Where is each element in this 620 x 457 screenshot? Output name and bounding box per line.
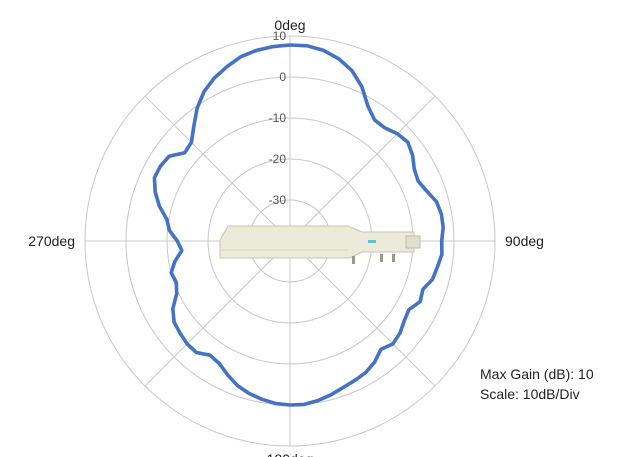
- grid-spoke: [144, 95, 291, 242]
- angle-label: 0deg: [274, 17, 305, 33]
- grid-spoke: [289, 240, 436, 387]
- angle-label: 180deg: [267, 451, 314, 457]
- scale-label: Scale: 10dB/Div: [480, 386, 580, 402]
- grid-spoke: [289, 95, 436, 242]
- series-line: [152, 43, 445, 407]
- antenna-connector: [405, 235, 421, 249]
- grid-spoke: [144, 240, 291, 387]
- angle-label: 90deg: [505, 233, 544, 249]
- radial-tick-label: 0: [279, 70, 286, 84]
- angle-labels: 0deg 90deg 180deg 270deg: [28, 17, 544, 457]
- radial-tick-label: -30: [269, 193, 287, 207]
- antenna-icon: [219, 225, 421, 264]
- radial-tick-labels: 10 0 -10 -20 -30: [269, 29, 287, 207]
- chart-info: Max Gain (dB): 10 Scale: 10dB/Div: [480, 364, 594, 404]
- max-gain-label: Max Gain (dB): 10: [480, 366, 594, 382]
- antenna-body: [219, 225, 415, 259]
- antenna-mount-3: [392, 254, 395, 262]
- antenna-mount-2: [380, 254, 383, 262]
- radial-tick-label: 10: [273, 29, 287, 43]
- radial-tick-label: -20: [269, 152, 287, 166]
- gain-pattern: [152, 43, 445, 407]
- radial-tick-label: -10: [269, 111, 287, 125]
- antenna-led: [368, 240, 376, 243]
- angle-label: 270deg: [28, 233, 75, 249]
- antenna-mount-1: [352, 256, 355, 264]
